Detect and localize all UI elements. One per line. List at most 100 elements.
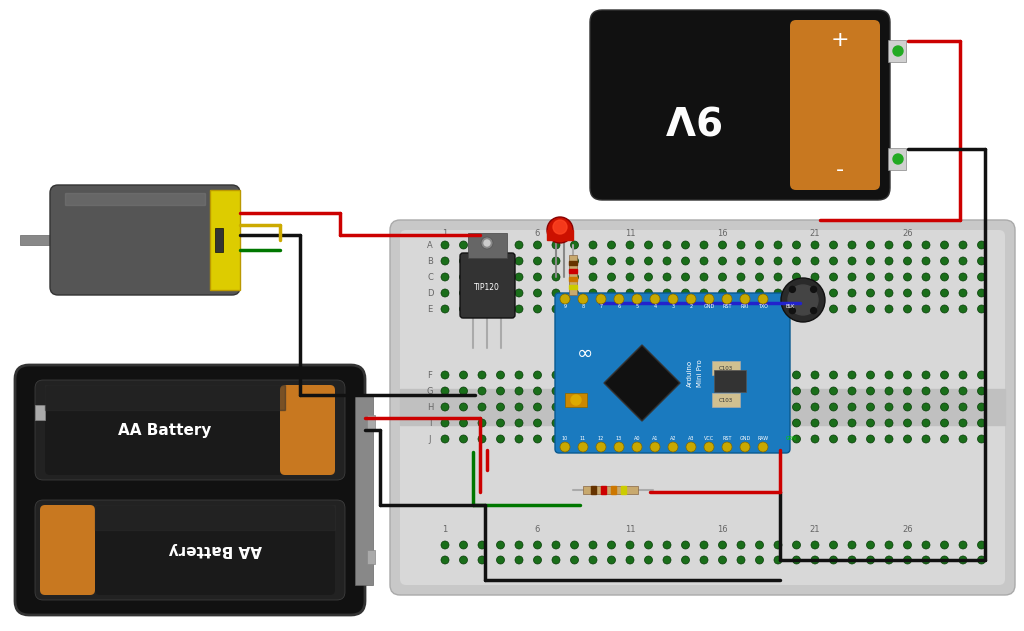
Text: 16: 16 — [717, 228, 728, 237]
Circle shape — [959, 435, 967, 443]
Circle shape — [682, 419, 689, 427]
Circle shape — [903, 403, 911, 411]
FancyBboxPatch shape — [40, 505, 95, 595]
Circle shape — [848, 419, 856, 427]
Bar — [888, 40, 906, 62]
Circle shape — [829, 257, 838, 265]
Circle shape — [793, 371, 801, 379]
Circle shape — [626, 419, 634, 427]
Circle shape — [644, 541, 652, 549]
Circle shape — [650, 294, 660, 304]
Circle shape — [811, 435, 819, 443]
Circle shape — [959, 387, 967, 395]
Polygon shape — [604, 345, 680, 421]
Circle shape — [682, 257, 689, 265]
FancyBboxPatch shape — [45, 385, 285, 475]
Circle shape — [441, 371, 449, 379]
Circle shape — [959, 241, 967, 249]
Circle shape — [978, 273, 985, 281]
Text: 6: 6 — [535, 228, 541, 237]
Circle shape — [560, 442, 570, 452]
Circle shape — [774, 403, 782, 411]
Circle shape — [589, 241, 597, 249]
Circle shape — [552, 556, 560, 564]
Circle shape — [922, 541, 930, 549]
Circle shape — [774, 257, 782, 265]
Circle shape — [903, 273, 911, 281]
Bar — [569, 269, 577, 273]
Circle shape — [596, 294, 606, 304]
Circle shape — [829, 541, 838, 549]
Text: 13: 13 — [615, 437, 623, 442]
Text: GRN: GRN — [786, 437, 797, 442]
Circle shape — [682, 435, 689, 443]
Circle shape — [885, 419, 893, 427]
Circle shape — [922, 273, 930, 281]
Circle shape — [848, 403, 856, 411]
Circle shape — [978, 257, 985, 265]
Circle shape — [700, 257, 708, 265]
Circle shape — [756, 419, 764, 427]
Text: RXI: RXI — [741, 305, 750, 309]
Text: A2: A2 — [670, 437, 676, 442]
Circle shape — [589, 556, 597, 564]
Text: A0: A0 — [634, 437, 640, 442]
Circle shape — [534, 241, 542, 249]
Circle shape — [663, 541, 671, 549]
Circle shape — [534, 556, 542, 564]
Circle shape — [682, 371, 689, 379]
Circle shape — [534, 419, 542, 427]
Text: ∞: ∞ — [577, 343, 593, 362]
Circle shape — [829, 556, 838, 564]
Circle shape — [663, 556, 671, 564]
Circle shape — [756, 403, 764, 411]
Circle shape — [589, 289, 597, 297]
Circle shape — [614, 294, 624, 304]
Circle shape — [515, 289, 523, 297]
Text: GND: GND — [739, 437, 751, 442]
Circle shape — [515, 541, 523, 549]
Circle shape — [866, 371, 874, 379]
Circle shape — [978, 241, 985, 249]
Circle shape — [534, 273, 542, 281]
Circle shape — [607, 305, 615, 313]
Circle shape — [756, 241, 764, 249]
Circle shape — [866, 289, 874, 297]
Circle shape — [793, 403, 801, 411]
FancyBboxPatch shape — [790, 20, 880, 190]
Circle shape — [589, 435, 597, 443]
Circle shape — [553, 220, 567, 234]
Circle shape — [460, 387, 468, 395]
Circle shape — [441, 241, 449, 249]
Circle shape — [811, 556, 819, 564]
Circle shape — [737, 556, 745, 564]
Circle shape — [978, 403, 985, 411]
Circle shape — [570, 289, 579, 297]
Circle shape — [866, 387, 874, 395]
Text: C: C — [427, 273, 433, 281]
Circle shape — [441, 556, 449, 564]
FancyBboxPatch shape — [280, 385, 335, 475]
FancyBboxPatch shape — [555, 293, 790, 453]
Bar — [583, 486, 638, 494]
Circle shape — [719, 387, 726, 395]
Text: 7: 7 — [599, 305, 602, 309]
Text: RAW: RAW — [758, 437, 769, 442]
Text: 10: 10 — [562, 437, 568, 442]
Circle shape — [515, 241, 523, 249]
Circle shape — [644, 419, 652, 427]
Circle shape — [774, 289, 782, 297]
Circle shape — [903, 556, 911, 564]
Bar — [569, 255, 577, 295]
Circle shape — [552, 257, 560, 265]
Bar — [591, 486, 596, 494]
Circle shape — [940, 387, 948, 395]
Circle shape — [719, 273, 726, 281]
Circle shape — [570, 419, 579, 427]
Circle shape — [903, 305, 911, 313]
Bar — [565, 393, 587, 407]
Circle shape — [607, 541, 615, 549]
Bar — [400, 389, 1005, 425]
Text: 9V: 9V — [662, 96, 719, 134]
Text: GND: GND — [703, 305, 715, 309]
